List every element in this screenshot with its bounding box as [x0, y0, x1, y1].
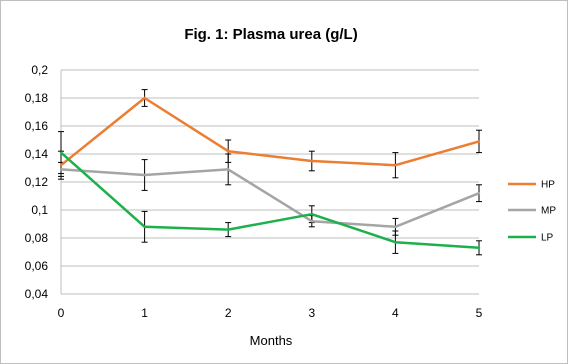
y-tick-label: 0,08 [25, 231, 49, 245]
data-point-lp [59, 151, 63, 154]
data-point-lp [143, 225, 146, 228]
data-point-hp [394, 164, 397, 167]
data-point-lp [477, 246, 481, 249]
data-point-hp [477, 140, 481, 143]
y-tick-label: 0,18 [25, 91, 49, 105]
x-tick-label: 4 [392, 306, 399, 320]
legend-label-lp: LP [541, 233, 554, 244]
data-point-hp [310, 159, 313, 163]
data-point-mp [143, 173, 146, 177]
y-tick-label: 0,04 [25, 287, 49, 301]
data-point-mp [477, 192, 481, 195]
y-tick-label: 0,1 [31, 203, 48, 217]
y-tick-label: 0,12 [25, 175, 49, 189]
chart-title: Fig. 1: Plasma urea (g/L) [184, 26, 357, 43]
x-axis-label: Months [250, 333, 293, 348]
data-point-lp [310, 213, 313, 216]
y-tick-label: 0,06 [25, 259, 49, 273]
data-point-hp [227, 150, 230, 153]
x-tick-label: 0 [58, 306, 65, 320]
data-point-hp [59, 164, 63, 167]
x-tick-label: 1 [141, 306, 148, 320]
y-tick-label: 0,14 [25, 147, 49, 161]
y-tick-label: 0,2 [31, 63, 48, 77]
series-line-hp [60, 96, 480, 167]
data-point-mp [59, 168, 63, 171]
data-point-mp [227, 168, 230, 171]
x-tick-label: 3 [308, 306, 315, 320]
data-point-hp [143, 96, 146, 100]
series-line-lp [60, 151, 480, 250]
legend-label-hp: HP [541, 180, 555, 191]
data-point-mp [310, 220, 313, 223]
data-point-lp [227, 228, 230, 231]
y-tick-label: 0,16 [25, 119, 49, 133]
x-tick-label: 5 [476, 306, 483, 320]
data-point-lp [394, 241, 397, 244]
x-tick-label: 2 [225, 306, 232, 320]
legend-label-mp: MP [541, 206, 556, 217]
data-point-mp [394, 225, 397, 228]
series-line-mp [60, 168, 480, 229]
